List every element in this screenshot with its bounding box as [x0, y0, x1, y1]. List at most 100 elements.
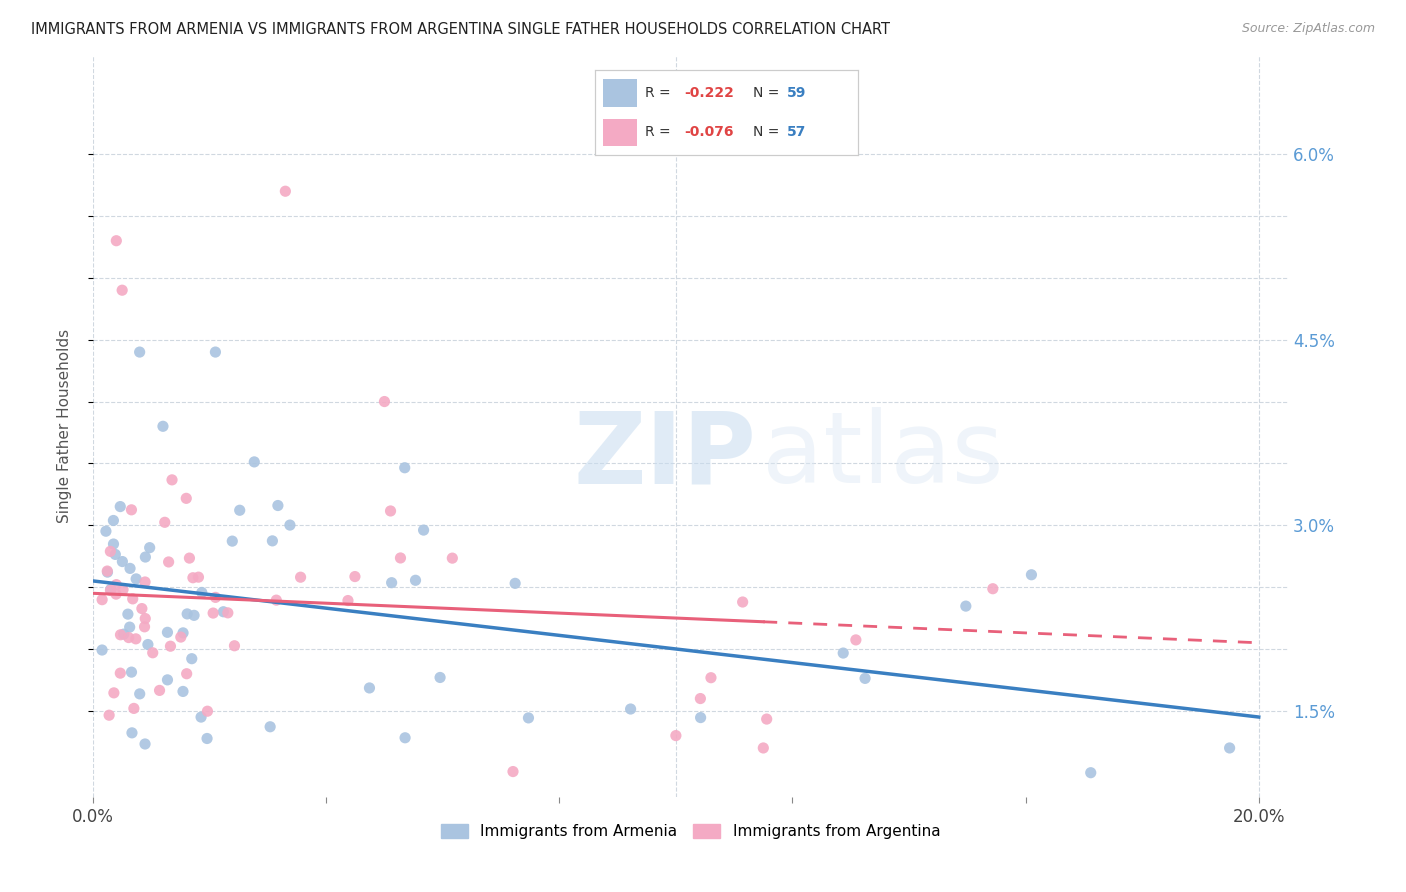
Point	[105, 234, 128, 248]
Point	[180, 651, 202, 665]
Point	[110, 500, 132, 514]
Point	[380, 504, 402, 518]
Point	[103, 537, 125, 551]
Point	[134, 574, 156, 589]
Point	[832, 646, 855, 660]
Point	[138, 541, 160, 555]
Point	[259, 720, 281, 734]
Y-axis label: Single Father Households: Single Father Households	[58, 329, 72, 524]
Point	[212, 605, 235, 619]
Point	[290, 570, 312, 584]
Point	[187, 570, 209, 584]
Point	[121, 665, 143, 679]
Point	[278, 518, 301, 533]
Point	[100, 583, 122, 598]
Point	[134, 620, 156, 634]
Point	[224, 639, 246, 653]
Point	[103, 686, 125, 700]
Point	[181, 571, 204, 585]
Point	[689, 691, 711, 706]
Text: Source: ZipAtlas.com: Source: ZipAtlas.com	[1241, 22, 1375, 36]
Point	[125, 632, 148, 646]
Point	[274, 184, 297, 198]
Point	[195, 731, 218, 746]
Point	[172, 684, 194, 698]
Point	[121, 591, 143, 606]
Point	[981, 582, 1004, 596]
Point	[183, 608, 205, 623]
Point	[502, 764, 524, 779]
Point	[190, 710, 212, 724]
Point	[176, 666, 198, 681]
Point	[91, 592, 114, 607]
Point	[394, 460, 416, 475]
Point	[112, 627, 135, 641]
Point	[441, 551, 464, 566]
Point	[160, 473, 183, 487]
Point	[156, 673, 179, 687]
Point	[266, 593, 288, 607]
Point	[104, 548, 127, 562]
Point	[204, 591, 226, 605]
Point	[98, 708, 121, 723]
Text: atlas: atlas	[762, 408, 1004, 505]
Point	[221, 534, 243, 549]
Point	[110, 666, 132, 681]
Point	[122, 701, 145, 715]
Point	[136, 638, 159, 652]
Point	[148, 683, 170, 698]
Point	[1080, 765, 1102, 780]
Point	[152, 419, 174, 434]
Point	[197, 704, 219, 718]
Point	[91, 643, 114, 657]
Point	[125, 572, 148, 586]
Point	[111, 555, 134, 569]
Point	[142, 646, 165, 660]
Text: IMMIGRANTS FROM ARMENIA VS IMMIGRANTS FROM ARGENTINA SINGLE FATHER HOUSEHOLDS CO: IMMIGRANTS FROM ARMENIA VS IMMIGRANTS FR…	[31, 22, 890, 37]
Point	[845, 632, 868, 647]
Point	[105, 587, 128, 601]
Point	[405, 574, 427, 588]
Point	[243, 455, 266, 469]
Point	[204, 345, 226, 359]
Point	[157, 555, 180, 569]
Point	[128, 345, 150, 359]
Point	[503, 576, 526, 591]
Point	[359, 681, 381, 695]
Point	[100, 582, 122, 596]
Point	[394, 731, 416, 745]
Point	[700, 671, 723, 685]
Point	[96, 565, 118, 579]
Point	[134, 549, 156, 564]
Point	[179, 551, 201, 566]
Point	[689, 710, 711, 724]
Point	[117, 607, 139, 622]
Point	[105, 577, 128, 591]
Point	[111, 283, 134, 297]
Point	[955, 599, 977, 613]
Point	[121, 726, 143, 740]
Point	[120, 503, 142, 517]
Point	[100, 544, 122, 558]
Point	[228, 503, 250, 517]
Point	[752, 741, 775, 756]
Point	[118, 620, 141, 634]
Point	[172, 625, 194, 640]
Point	[118, 631, 141, 645]
Point	[153, 516, 176, 530]
Point	[110, 628, 132, 642]
Point	[134, 737, 156, 751]
Point	[267, 499, 290, 513]
Point	[191, 585, 214, 599]
Point	[134, 611, 156, 625]
Point	[202, 606, 225, 620]
Point	[156, 625, 179, 640]
Point	[1021, 567, 1043, 582]
Legend: Immigrants from Armenia, Immigrants from Argentina: Immigrants from Armenia, Immigrants from…	[434, 818, 946, 846]
Point	[343, 569, 366, 583]
Point	[620, 702, 643, 716]
Point	[94, 524, 117, 539]
Point	[131, 601, 153, 615]
Point	[731, 595, 754, 609]
Point	[159, 639, 181, 653]
